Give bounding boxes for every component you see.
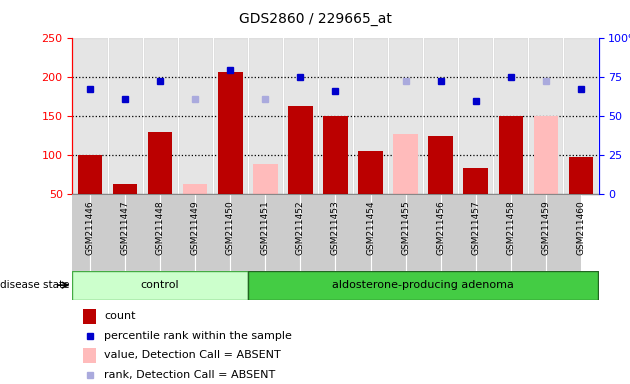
Text: value, Detection Call = ABSENT: value, Detection Call = ABSENT [104, 350, 281, 360]
Text: GSM211452: GSM211452 [296, 200, 305, 255]
Text: rank, Detection Call = ABSENT: rank, Detection Call = ABSENT [104, 370, 275, 380]
Bar [335, 194, 370, 271]
Bar [464, 168, 488, 194]
Text: aldosterone-producing adenoma: aldosterone-producing adenoma [332, 280, 514, 290]
Bar [55, 194, 90, 271]
Bar [90, 194, 125, 271]
Bar [218, 72, 243, 194]
Bar [148, 132, 173, 194]
Bar [83, 348, 96, 363]
Bar [253, 164, 278, 194]
Text: control: control [141, 280, 180, 290]
Text: GSM211454: GSM211454 [366, 200, 375, 255]
Bar [511, 194, 546, 271]
Bar [534, 116, 558, 194]
Bar [358, 151, 383, 194]
Bar [72, 271, 248, 300]
Text: GDS2860 / 229665_at: GDS2860 / 229665_at [239, 12, 391, 25]
Bar [183, 184, 207, 194]
Bar [493, 38, 529, 194]
Bar [288, 106, 312, 194]
Bar [476, 194, 511, 271]
Bar [458, 38, 493, 194]
Bar [498, 116, 523, 194]
Text: count: count [104, 311, 135, 321]
Bar [546, 194, 581, 271]
Bar [231, 194, 265, 271]
Bar [318, 38, 353, 194]
Bar [178, 38, 213, 194]
Bar [160, 194, 195, 271]
Text: GSM211457: GSM211457 [471, 200, 480, 255]
Bar [301, 194, 335, 271]
Text: GSM211460: GSM211460 [576, 200, 585, 255]
Bar [195, 194, 231, 271]
Bar [323, 116, 348, 194]
Bar [563, 38, 598, 194]
Text: GSM211448: GSM211448 [156, 200, 164, 255]
Bar [213, 38, 248, 194]
Text: GSM211456: GSM211456 [436, 200, 445, 255]
Bar [423, 38, 458, 194]
Bar [83, 309, 96, 324]
Text: GSM211446: GSM211446 [86, 200, 94, 255]
Bar [113, 184, 137, 194]
Bar [353, 38, 388, 194]
Bar [529, 38, 563, 194]
Bar [569, 157, 593, 194]
Bar [393, 134, 418, 194]
Bar [428, 136, 453, 194]
Text: disease state: disease state [0, 280, 69, 290]
Bar [265, 194, 301, 271]
Bar [283, 38, 318, 194]
Text: GSM211449: GSM211449 [191, 200, 200, 255]
Bar [77, 155, 102, 194]
Text: GSM211453: GSM211453 [331, 200, 340, 255]
Text: GSM211455: GSM211455 [401, 200, 410, 255]
Bar [72, 38, 108, 194]
Text: GSM211459: GSM211459 [541, 200, 551, 255]
Bar [388, 38, 423, 194]
Bar [142, 38, 178, 194]
Text: percentile rank within the sample: percentile rank within the sample [104, 331, 292, 341]
Bar [440, 194, 476, 271]
Bar [406, 194, 440, 271]
Bar [125, 194, 160, 271]
Text: GSM211447: GSM211447 [120, 200, 130, 255]
Text: GSM211450: GSM211450 [226, 200, 235, 255]
Text: GSM211458: GSM211458 [507, 200, 515, 255]
Text: GSM211451: GSM211451 [261, 200, 270, 255]
Bar [248, 38, 283, 194]
Bar [370, 194, 406, 271]
Bar [108, 38, 142, 194]
Bar [248, 271, 598, 300]
